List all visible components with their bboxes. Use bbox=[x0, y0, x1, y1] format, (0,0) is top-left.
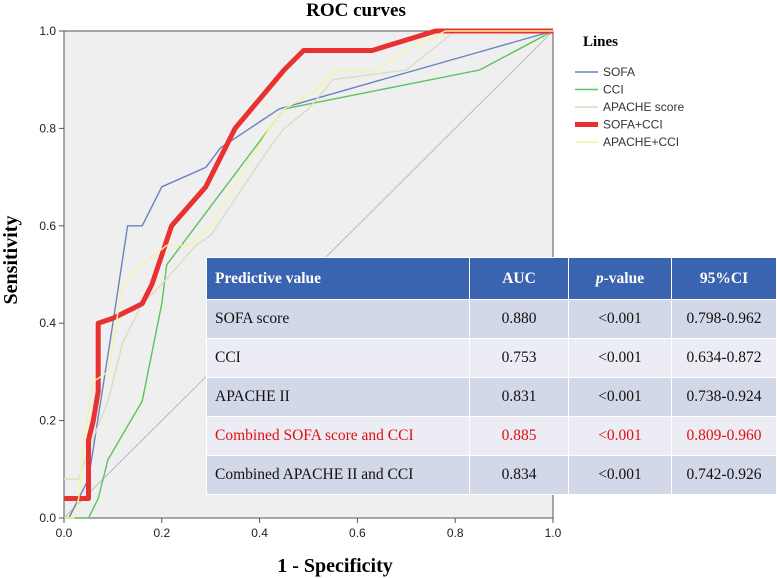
header-ci: 95%CI bbox=[671, 257, 777, 300]
header-p-value: p-value bbox=[568, 257, 672, 300]
y-tick-label: 0.6 bbox=[39, 219, 56, 233]
row-p-value: <0.001 bbox=[568, 416, 672, 456]
legend-label: APACHE score bbox=[603, 100, 684, 114]
p-italic-glyph: p bbox=[595, 269, 604, 287]
row-auc: 0.753 bbox=[469, 338, 569, 378]
row-label: Combined APACHE II and CCI bbox=[206, 455, 470, 495]
table-row: SOFA score 0.880 <0.001 0.798-0.962 bbox=[206, 299, 777, 339]
row-label: Combined SOFA score and CCI bbox=[206, 416, 470, 456]
table-row-highlighted: Combined SOFA score and CCI 0.885 <0.001… bbox=[206, 416, 777, 456]
table-header-row: Predictive value AUC p-value 95%CI bbox=[206, 257, 777, 300]
y-tick-label: 0.0 bbox=[39, 511, 56, 525]
row-label: CCI bbox=[206, 338, 470, 378]
row-auc: 0.885 bbox=[469, 416, 569, 456]
legend-label: CCI bbox=[603, 83, 624, 97]
header-auc: AUC bbox=[469, 257, 569, 300]
row-ci: 0.738-0.924 bbox=[671, 377, 777, 417]
auc-table: Predictive value AUC p-value 95%CI SOFA … bbox=[206, 257, 777, 495]
x-axis-ticks: 0.0 0.2 0.4 0.6 0.8 1.0 bbox=[56, 518, 562, 540]
y-axis-title: Sensitivity bbox=[0, 216, 22, 305]
table-row: CCI 0.753 <0.001 0.634-0.872 bbox=[206, 338, 777, 378]
legend-title: Lines bbox=[583, 34, 618, 50]
row-label: APACHE II bbox=[206, 377, 470, 417]
series-line-apache-score bbox=[64, 30, 553, 480]
legend-label: SOFA bbox=[603, 65, 635, 79]
y-tick-label: 1.0 bbox=[39, 24, 56, 38]
row-auc: 0.831 bbox=[469, 377, 569, 417]
x-tick-label: 0.0 bbox=[56, 526, 73, 540]
series-line-sofa-cci bbox=[64, 28, 553, 501]
y-tick-label: 0.4 bbox=[39, 316, 56, 330]
table-row: APACHE II 0.831 <0.001 0.738-0.924 bbox=[206, 377, 777, 417]
row-p-value: <0.001 bbox=[568, 377, 672, 417]
legend-label: APACHE+CCI bbox=[603, 135, 679, 149]
row-ci: 0.634-0.872 bbox=[671, 338, 777, 378]
row-p-value: <0.001 bbox=[568, 299, 672, 339]
x-tick-label: 0.8 bbox=[447, 526, 464, 540]
row-p-value: <0.001 bbox=[568, 338, 672, 378]
x-axis-title: 1 - Specificity bbox=[277, 555, 393, 577]
table-row: Combined APACHE II and CCI 0.834 <0.001 … bbox=[206, 455, 777, 495]
chart-title: ROC curves bbox=[306, 0, 406, 21]
row-auc: 0.880 bbox=[469, 299, 569, 339]
series-line-sofa bbox=[64, 30, 554, 519]
header-predictive-value: Predictive value bbox=[206, 257, 470, 300]
x-tick-label: 1.0 bbox=[545, 526, 562, 540]
series-lines bbox=[64, 28, 554, 519]
x-tick-label: 0.6 bbox=[349, 526, 366, 540]
row-p-value: <0.001 bbox=[568, 455, 672, 495]
y-tick-label: 0.2 bbox=[39, 414, 56, 428]
row-label: SOFA score bbox=[206, 299, 470, 339]
row-ci: 0.742-0.926 bbox=[671, 455, 777, 495]
y-tick-label: 0.8 bbox=[39, 121, 56, 135]
row-auc: 0.834 bbox=[469, 455, 569, 495]
legend: SOFA CCI APACHE score SOFA+CCI APACHE+CCI bbox=[575, 65, 684, 149]
series-line-apache-cci bbox=[64, 30, 553, 519]
x-tick-label: 0.2 bbox=[153, 526, 170, 540]
legend-label: SOFA+CCI bbox=[603, 118, 663, 132]
series-line-cci bbox=[64, 30, 554, 519]
x-tick-label: 0.4 bbox=[251, 526, 268, 540]
row-ci: 0.798-0.962 bbox=[671, 299, 777, 339]
y-axis-ticks: 0.0 0.2 0.4 0.6 0.8 1.0 bbox=[39, 24, 64, 525]
row-ci: 0.809-0.960 bbox=[671, 416, 777, 456]
